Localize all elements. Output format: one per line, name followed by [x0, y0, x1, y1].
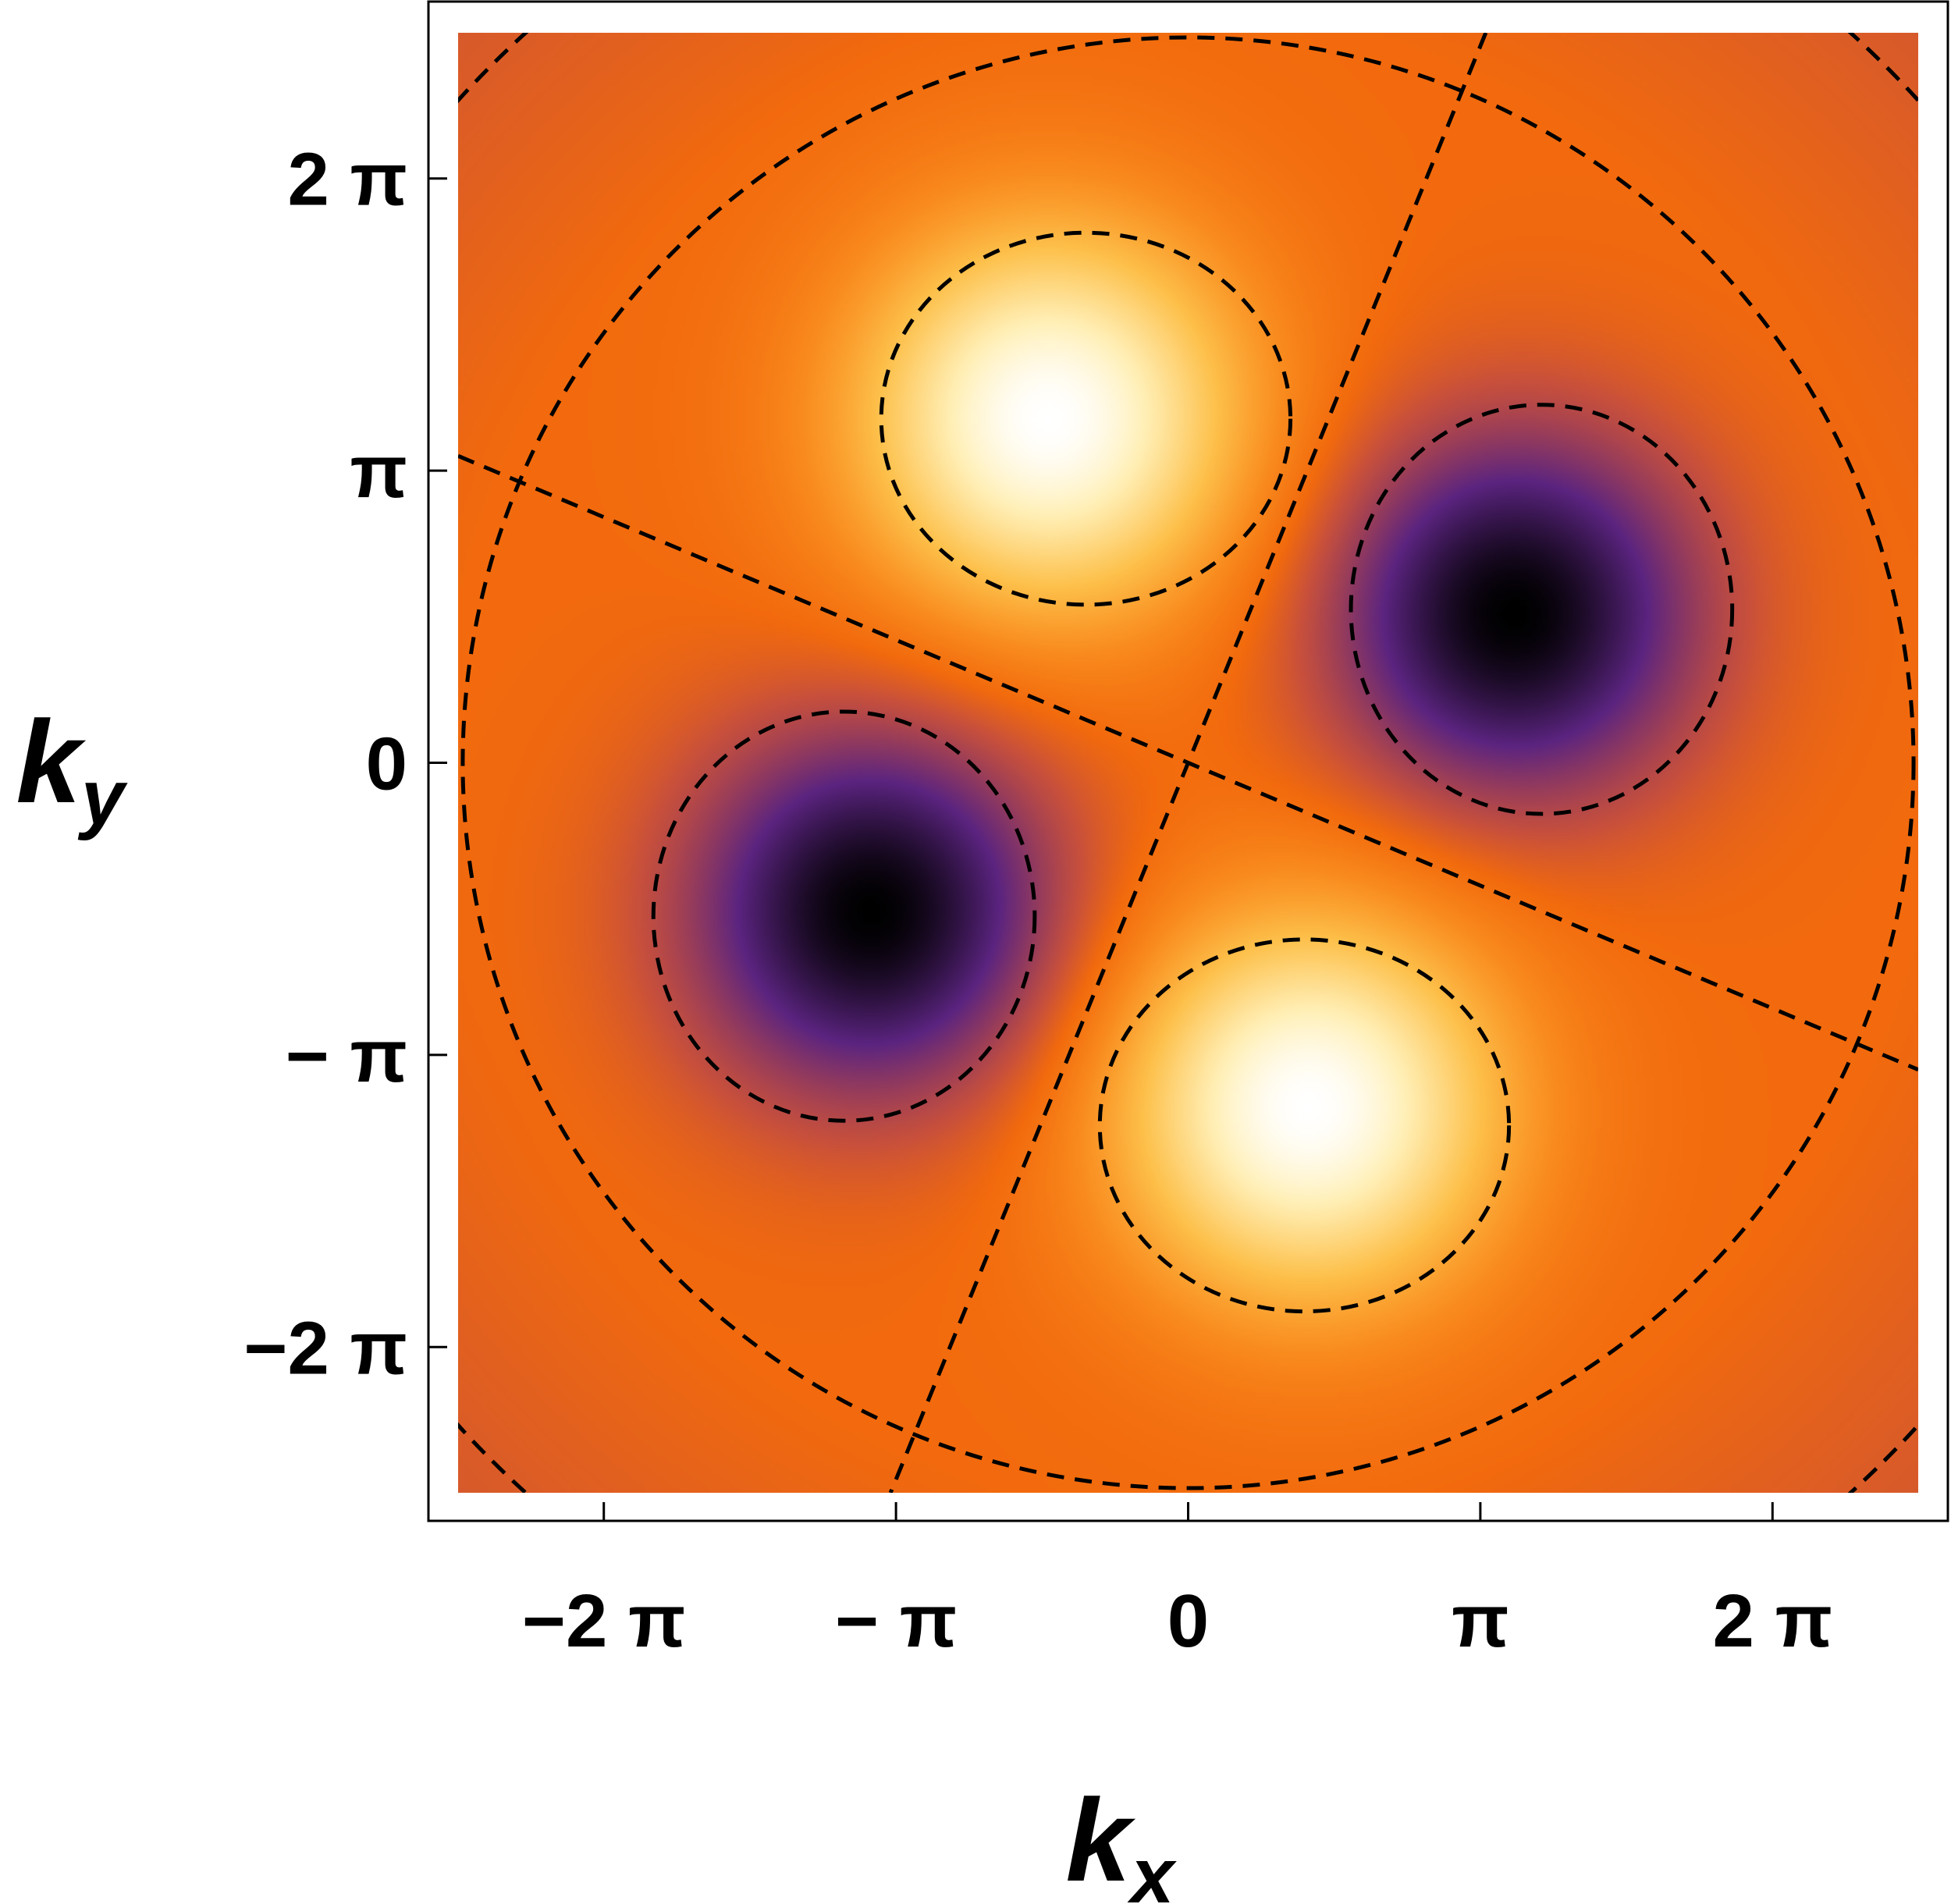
y-tick-label-4: 2 π: [287, 138, 407, 222]
dashed-circle-0: [460, 35, 1916, 1490]
y-tick-label-2: 0: [366, 723, 407, 806]
y-tick-label-3: π: [350, 430, 408, 513]
dashed-lobe-contour-3: [651, 709, 1037, 1123]
dashed-lobe-contour-1: [1097, 937, 1512, 1314]
x-tick-label-2: 0: [1167, 1579, 1209, 1663]
y-axis-label: ky: [16, 696, 127, 841]
dashed-nodal-line-1: [888, 33, 1488, 1493]
x-tick-label-1: − π: [835, 1579, 957, 1663]
tick-labels: −2 π − π 0 π 2 π −2 π − π 0 π 2 π: [243, 138, 1832, 1663]
x-tick-label-4: 2 π: [1713, 1579, 1833, 1663]
x-axis-label: kx: [1065, 1774, 1176, 1904]
x-tick-label-3: π: [1452, 1579, 1509, 1663]
y-tick-label-0: −2 π: [243, 1306, 407, 1390]
y-tick-label-1: − π: [286, 1014, 407, 1098]
axis-ticks: [428, 177, 1774, 1521]
x-tick-label-0: −2 π: [522, 1579, 686, 1663]
dashed-contours: [458, 33, 1918, 1493]
dashed-lobe-contour-2: [1349, 403, 1735, 816]
dashed-lobe-contour-0: [879, 230, 1293, 607]
